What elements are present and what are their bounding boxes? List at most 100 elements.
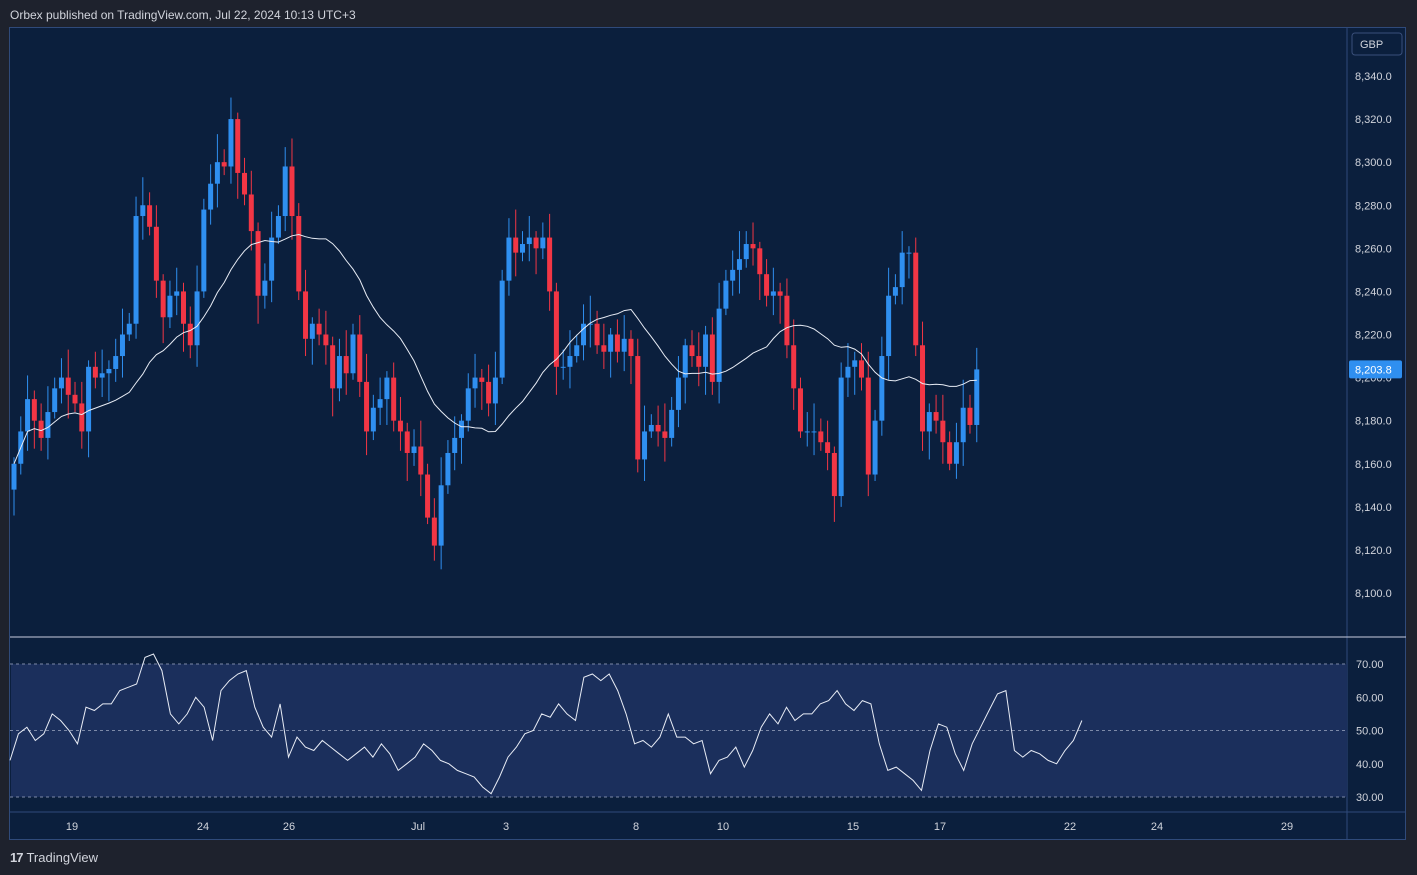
candle: [92, 351, 98, 389]
candle-body: [764, 274, 770, 296]
candle: [445, 440, 451, 494]
candle-body: [825, 442, 831, 453]
price-tick-label: 8,260.0: [1355, 243, 1392, 255]
candle-body: [404, 431, 410, 453]
candle: [479, 368, 485, 410]
candle: [797, 377, 803, 438]
time-tick-label: 19: [66, 821, 78, 833]
candle-body: [757, 248, 763, 275]
candle: [696, 332, 702, 387]
candle-body: [743, 244, 749, 260]
candle-body: [187, 323, 193, 346]
candle: [86, 360, 92, 458]
candle: [438, 457, 444, 570]
candle: [770, 267, 776, 316]
candle-body: [99, 373, 105, 378]
candle-body: [350, 334, 356, 374]
candle-body: [587, 323, 593, 325]
candle: [404, 422, 410, 481]
candle-body: [926, 412, 932, 432]
candle-body: [11, 463, 17, 490]
candle-body: [770, 291, 776, 296]
price-tick-label: 8,300.0: [1355, 157, 1392, 169]
candle-body: [818, 431, 824, 443]
candle-body: [296, 216, 302, 292]
candle: [594, 310, 600, 354]
price-tick-label: 8,340.0: [1355, 71, 1392, 83]
publish-info: Orbex published on TradingView.com, Jul …: [10, 8, 356, 22]
candle-body: [194, 291, 200, 346]
rsi-tick-label: 50.00: [1356, 726, 1384, 738]
candle: [384, 371, 390, 425]
candle-body: [947, 442, 953, 464]
candle-body: [574, 345, 580, 357]
candle-body: [391, 377, 397, 421]
candle: [913, 237, 919, 357]
price-tick-label: 8,220.0: [1355, 330, 1392, 342]
candle: [214, 134, 220, 208]
candle-body: [655, 424, 661, 432]
candle: [391, 362, 397, 432]
candle: [764, 259, 770, 307]
candle: [614, 319, 620, 363]
candle-body: [960, 407, 966, 443]
rsi-tick-label: 30.00: [1356, 792, 1384, 804]
tradingview-footer[interactable]: 17 TradingView: [10, 850, 98, 865]
moving-average-line: [13, 233, 977, 464]
candle: [133, 196, 139, 339]
candle: [194, 265, 200, 367]
candle-body: [140, 205, 146, 217]
candle: [38, 403, 44, 451]
candle-body: [886, 295, 892, 357]
candle-body: [791, 345, 797, 389]
candle-body: [682, 345, 688, 378]
candle-body: [953, 442, 959, 464]
candle-body: [716, 308, 722, 382]
candle-body: [289, 166, 295, 217]
candle-body: [303, 291, 309, 339]
candle-body: [248, 194, 254, 232]
candle-body: [275, 216, 281, 238]
candle-body: [119, 334, 125, 357]
candle-body: [736, 259, 742, 270]
candle: [242, 157, 248, 206]
candle-body: [784, 295, 790, 346]
candle: [411, 429, 417, 466]
candle-body: [25, 399, 31, 432]
candle: [235, 112, 241, 199]
candle-body: [859, 360, 864, 378]
candle: [879, 336, 885, 436]
candle: [818, 418, 824, 451]
candle: [174, 267, 180, 316]
candle-body: [797, 388, 803, 432]
candle: [18, 416, 24, 475]
candle: [601, 323, 607, 369]
last-price-badge: [1349, 360, 1402, 379]
candle: [845, 343, 851, 397]
time-tick-label: 29: [1281, 821, 1293, 833]
candle-body: [438, 485, 444, 546]
candle: [255, 222, 261, 324]
candle-body: [892, 287, 898, 296]
candle: [58, 358, 64, 404]
candle: [187, 306, 193, 359]
candle: [364, 353, 370, 456]
candle: [709, 317, 715, 395]
candle-body: [709, 334, 715, 382]
candle-body: [486, 381, 492, 404]
candle-body: [567, 356, 573, 367]
candle-body: [86, 366, 92, 432]
candle-body: [181, 291, 186, 324]
candle-body: [872, 420, 878, 475]
candle: [838, 362, 844, 507]
candle: [31, 390, 37, 449]
candle: [397, 396, 403, 451]
candle-body: [133, 216, 139, 324]
candle: [899, 231, 905, 305]
candle: [465, 373, 471, 432]
candle-body: [221, 162, 227, 167]
candle: [106, 360, 112, 402]
time-tick-label: 3: [503, 821, 509, 833]
candle: [560, 349, 566, 380]
